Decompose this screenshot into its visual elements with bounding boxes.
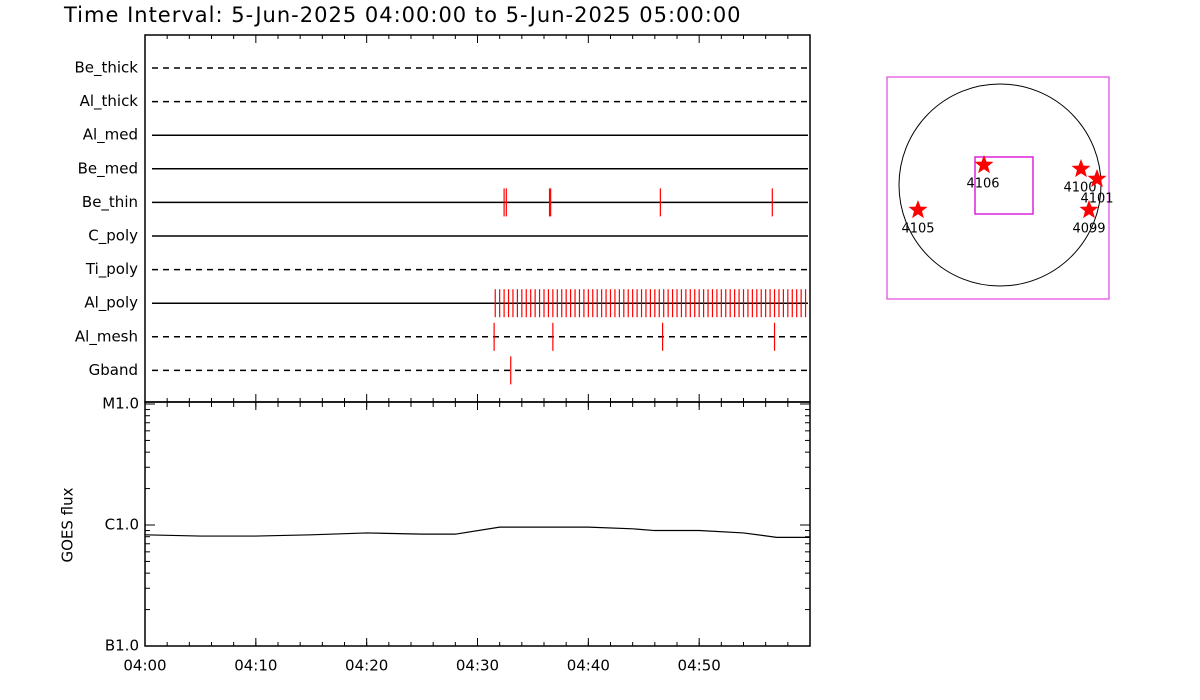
region-label: 4099 — [1072, 222, 1105, 237]
row-label: Al_poly — [84, 294, 138, 313]
region-star — [908, 200, 928, 219]
row-label: C_poly — [88, 227, 138, 246]
row-label: Be_med — [78, 159, 138, 178]
y-tick-label: C1.0 — [105, 516, 139, 534]
y-tick-label: B1.0 — [105, 637, 139, 655]
map-frame — [886, 76, 1110, 300]
x-tick-label: 04:00 — [123, 657, 166, 675]
region-label: 4101 — [1080, 192, 1113, 207]
x-tick-label: 04:30 — [456, 657, 499, 675]
region-star — [1087, 169, 1107, 188]
x-tick-label: 04:10 — [234, 657, 277, 675]
row-label: Al_med — [83, 126, 138, 145]
row-label: Be_thick — [74, 59, 138, 78]
y-tick-label: M1.0 — [102, 395, 139, 413]
region-label: 4106 — [966, 177, 999, 192]
y-axis-label: GOES flux — [59, 487, 77, 562]
row-label: Gband — [89, 361, 138, 379]
goes-frame — [144, 401, 811, 647]
goes-curve — [144, 526, 810, 538]
x-tick-label: 04:50 — [678, 657, 721, 675]
x-tick-label: 04:20 — [345, 657, 388, 675]
fov-box — [974, 156, 1034, 215]
row-label: Al_mesh — [75, 327, 138, 346]
row-label: Al_thick — [80, 92, 139, 111]
timeline-frame — [144, 34, 811, 403]
region-star — [974, 155, 994, 174]
chart-title: Time Interval: 5-Jun-2025 04:00:00 to 5-… — [63, 3, 742, 27]
row-label: Ti_poly — [85, 260, 138, 279]
region-label: 4100 — [1063, 181, 1096, 196]
region-star — [1079, 200, 1099, 219]
region-label: 4105 — [901, 222, 934, 237]
region-star — [1071, 159, 1091, 178]
x-tick-label: 04:40 — [567, 657, 610, 675]
row-label: Be_thin — [82, 193, 138, 212]
